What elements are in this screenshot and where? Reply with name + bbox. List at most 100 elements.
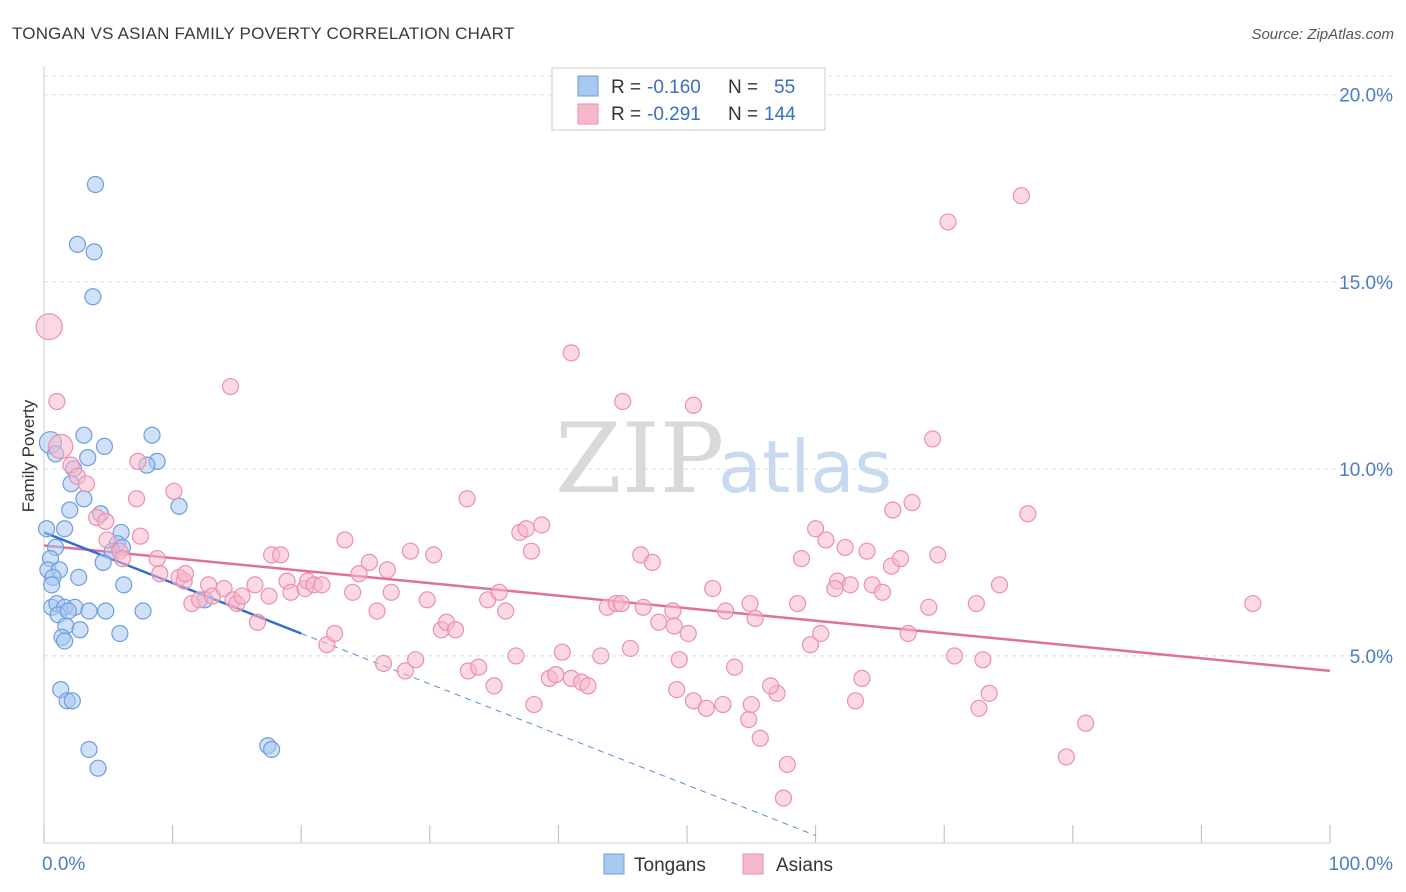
asian-point-20 bbox=[176, 565, 195, 583]
asian-point-108 bbox=[801, 636, 820, 654]
asian-point-12 bbox=[129, 452, 147, 470]
asian-point-133 bbox=[1057, 748, 1075, 766]
tongan-point-52 bbox=[43, 576, 61, 594]
tongan-point-9 bbox=[79, 449, 97, 467]
asian-point-88 bbox=[684, 396, 703, 414]
asian-point-86 bbox=[650, 613, 668, 631]
asian-point-9 bbox=[97, 512, 115, 530]
tongan-point-25 bbox=[94, 553, 112, 571]
asian-point-95 bbox=[670, 651, 688, 669]
asian-point-10 bbox=[98, 531, 116, 549]
asian-point-45 bbox=[360, 553, 378, 571]
legend-r-value-2: -0.291 bbox=[647, 104, 701, 125]
legend-swatch-asians bbox=[577, 103, 599, 125]
asian-point-39 bbox=[313, 576, 331, 594]
asian-point-54 bbox=[425, 546, 443, 564]
asian-point-143 bbox=[792, 550, 811, 568]
asian-point-125 bbox=[967, 594, 985, 613]
asian-point-6 bbox=[77, 475, 96, 493]
y-tick-labels: 5.0% 10.0% 15.0% 20.0% bbox=[1339, 86, 1393, 668]
asians-trend-line bbox=[43, 544, 1331, 673]
asian-point-127 bbox=[980, 684, 998, 702]
asian-point-14 bbox=[113, 550, 132, 568]
asian-point-77 bbox=[592, 647, 610, 665]
y-tick-label-15: 15.0% bbox=[1339, 273, 1393, 294]
series-legend-label-tongans: Tongans bbox=[634, 855, 706, 876]
tongan-point-30 bbox=[115, 576, 133, 594]
axes bbox=[43, 66, 1331, 844]
tongan-point-29 bbox=[70, 568, 88, 586]
asian-point-119 bbox=[891, 550, 910, 568]
asian-point-140 bbox=[826, 579, 844, 598]
tongan-point-43 bbox=[111, 624, 129, 643]
asian-point-101 bbox=[741, 594, 759, 613]
tongan-point-3 bbox=[84, 288, 102, 306]
asian-point-136 bbox=[761, 677, 780, 695]
legend-r-label-1: R = bbox=[611, 77, 646, 98]
asian-point-25 bbox=[215, 579, 233, 598]
asian-point-31 bbox=[260, 587, 278, 605]
asian-point-28 bbox=[233, 587, 251, 605]
asian-point-139 bbox=[817, 531, 835, 549]
asian-point-107 bbox=[788, 594, 807, 613]
series-legend-swatch-asians bbox=[742, 853, 764, 875]
asian-point-46 bbox=[368, 602, 386, 620]
asian-point-98 bbox=[716, 602, 735, 620]
legend-swatch-tongans bbox=[577, 75, 599, 97]
tongan-point-42 bbox=[55, 632, 74, 650]
legend-n-label-1: N = bbox=[728, 77, 763, 98]
asian-point-121 bbox=[903, 493, 921, 512]
asian-point-15 bbox=[131, 527, 150, 545]
asian-point-73 bbox=[553, 643, 571, 661]
tongan-point-47 bbox=[63, 692, 81, 710]
asian-point-17 bbox=[151, 565, 169, 583]
tongan-point-7 bbox=[95, 437, 114, 456]
asian-point-109 bbox=[806, 520, 825, 538]
y-tick-label-5: 5.0% bbox=[1350, 647, 1393, 668]
asian-point-44 bbox=[350, 565, 368, 583]
tongan-point-37 bbox=[97, 602, 115, 620]
asian-point-41 bbox=[326, 624, 344, 643]
asian-point-68 bbox=[525, 695, 543, 714]
tongan-point-14 bbox=[170, 497, 188, 515]
x-tick-label-0: 0.0% bbox=[42, 854, 85, 875]
asian-point-110 bbox=[812, 624, 830, 643]
asian-point-93 bbox=[697, 699, 715, 717]
asian-point-115 bbox=[846, 692, 865, 710]
watermark-zip: ZIP bbox=[555, 403, 724, 515]
asian-point-85 bbox=[643, 553, 661, 571]
asian-point-42 bbox=[336, 531, 354, 549]
asian-point-58 bbox=[458, 490, 476, 508]
asian-point-87 bbox=[614, 392, 632, 411]
tongan-point-13 bbox=[75, 490, 93, 508]
asian-point-82 bbox=[621, 639, 640, 658]
chart-title: TONGAN VS ASIAN FAMILY POVERTY CORRELATI… bbox=[12, 24, 514, 43]
asian-point-60 bbox=[470, 658, 488, 676]
asian-point-99 bbox=[725, 658, 744, 676]
asian-point-112 bbox=[836, 538, 854, 557]
series-legend: Tongans Asians bbox=[603, 853, 833, 876]
asian-point-78 bbox=[562, 344, 580, 362]
series-legend-swatch-tongans bbox=[603, 853, 625, 875]
asian-point-91 bbox=[679, 624, 697, 643]
asian-point-2 bbox=[221, 377, 240, 396]
asian-point-100 bbox=[740, 710, 758, 729]
asian-point-83 bbox=[634, 598, 652, 616]
asian-point-124 bbox=[945, 647, 964, 665]
asian-point-131 bbox=[1012, 187, 1030, 205]
asian-point-117 bbox=[873, 583, 892, 601]
legend-r-value-1: -0.160 bbox=[647, 77, 701, 98]
asian-point-49 bbox=[382, 583, 400, 601]
y-tick-label-10: 10.0% bbox=[1339, 460, 1393, 481]
asian-point-7 bbox=[165, 482, 183, 500]
asian-point-64 bbox=[497, 602, 515, 620]
asian-point-47 bbox=[374, 654, 393, 673]
asian-point-0 bbox=[35, 313, 63, 341]
asian-point-62 bbox=[485, 677, 503, 695]
tongan-point-4 bbox=[75, 426, 93, 444]
asian-point-63 bbox=[490, 583, 508, 601]
asian-point-129 bbox=[990, 576, 1009, 594]
asian-point-128 bbox=[974, 651, 992, 669]
asian-point-102 bbox=[746, 609, 764, 628]
